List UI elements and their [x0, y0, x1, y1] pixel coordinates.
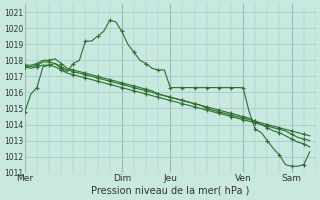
X-axis label: Pression niveau de la mer( hPa ): Pression niveau de la mer( hPa ): [91, 186, 250, 196]
